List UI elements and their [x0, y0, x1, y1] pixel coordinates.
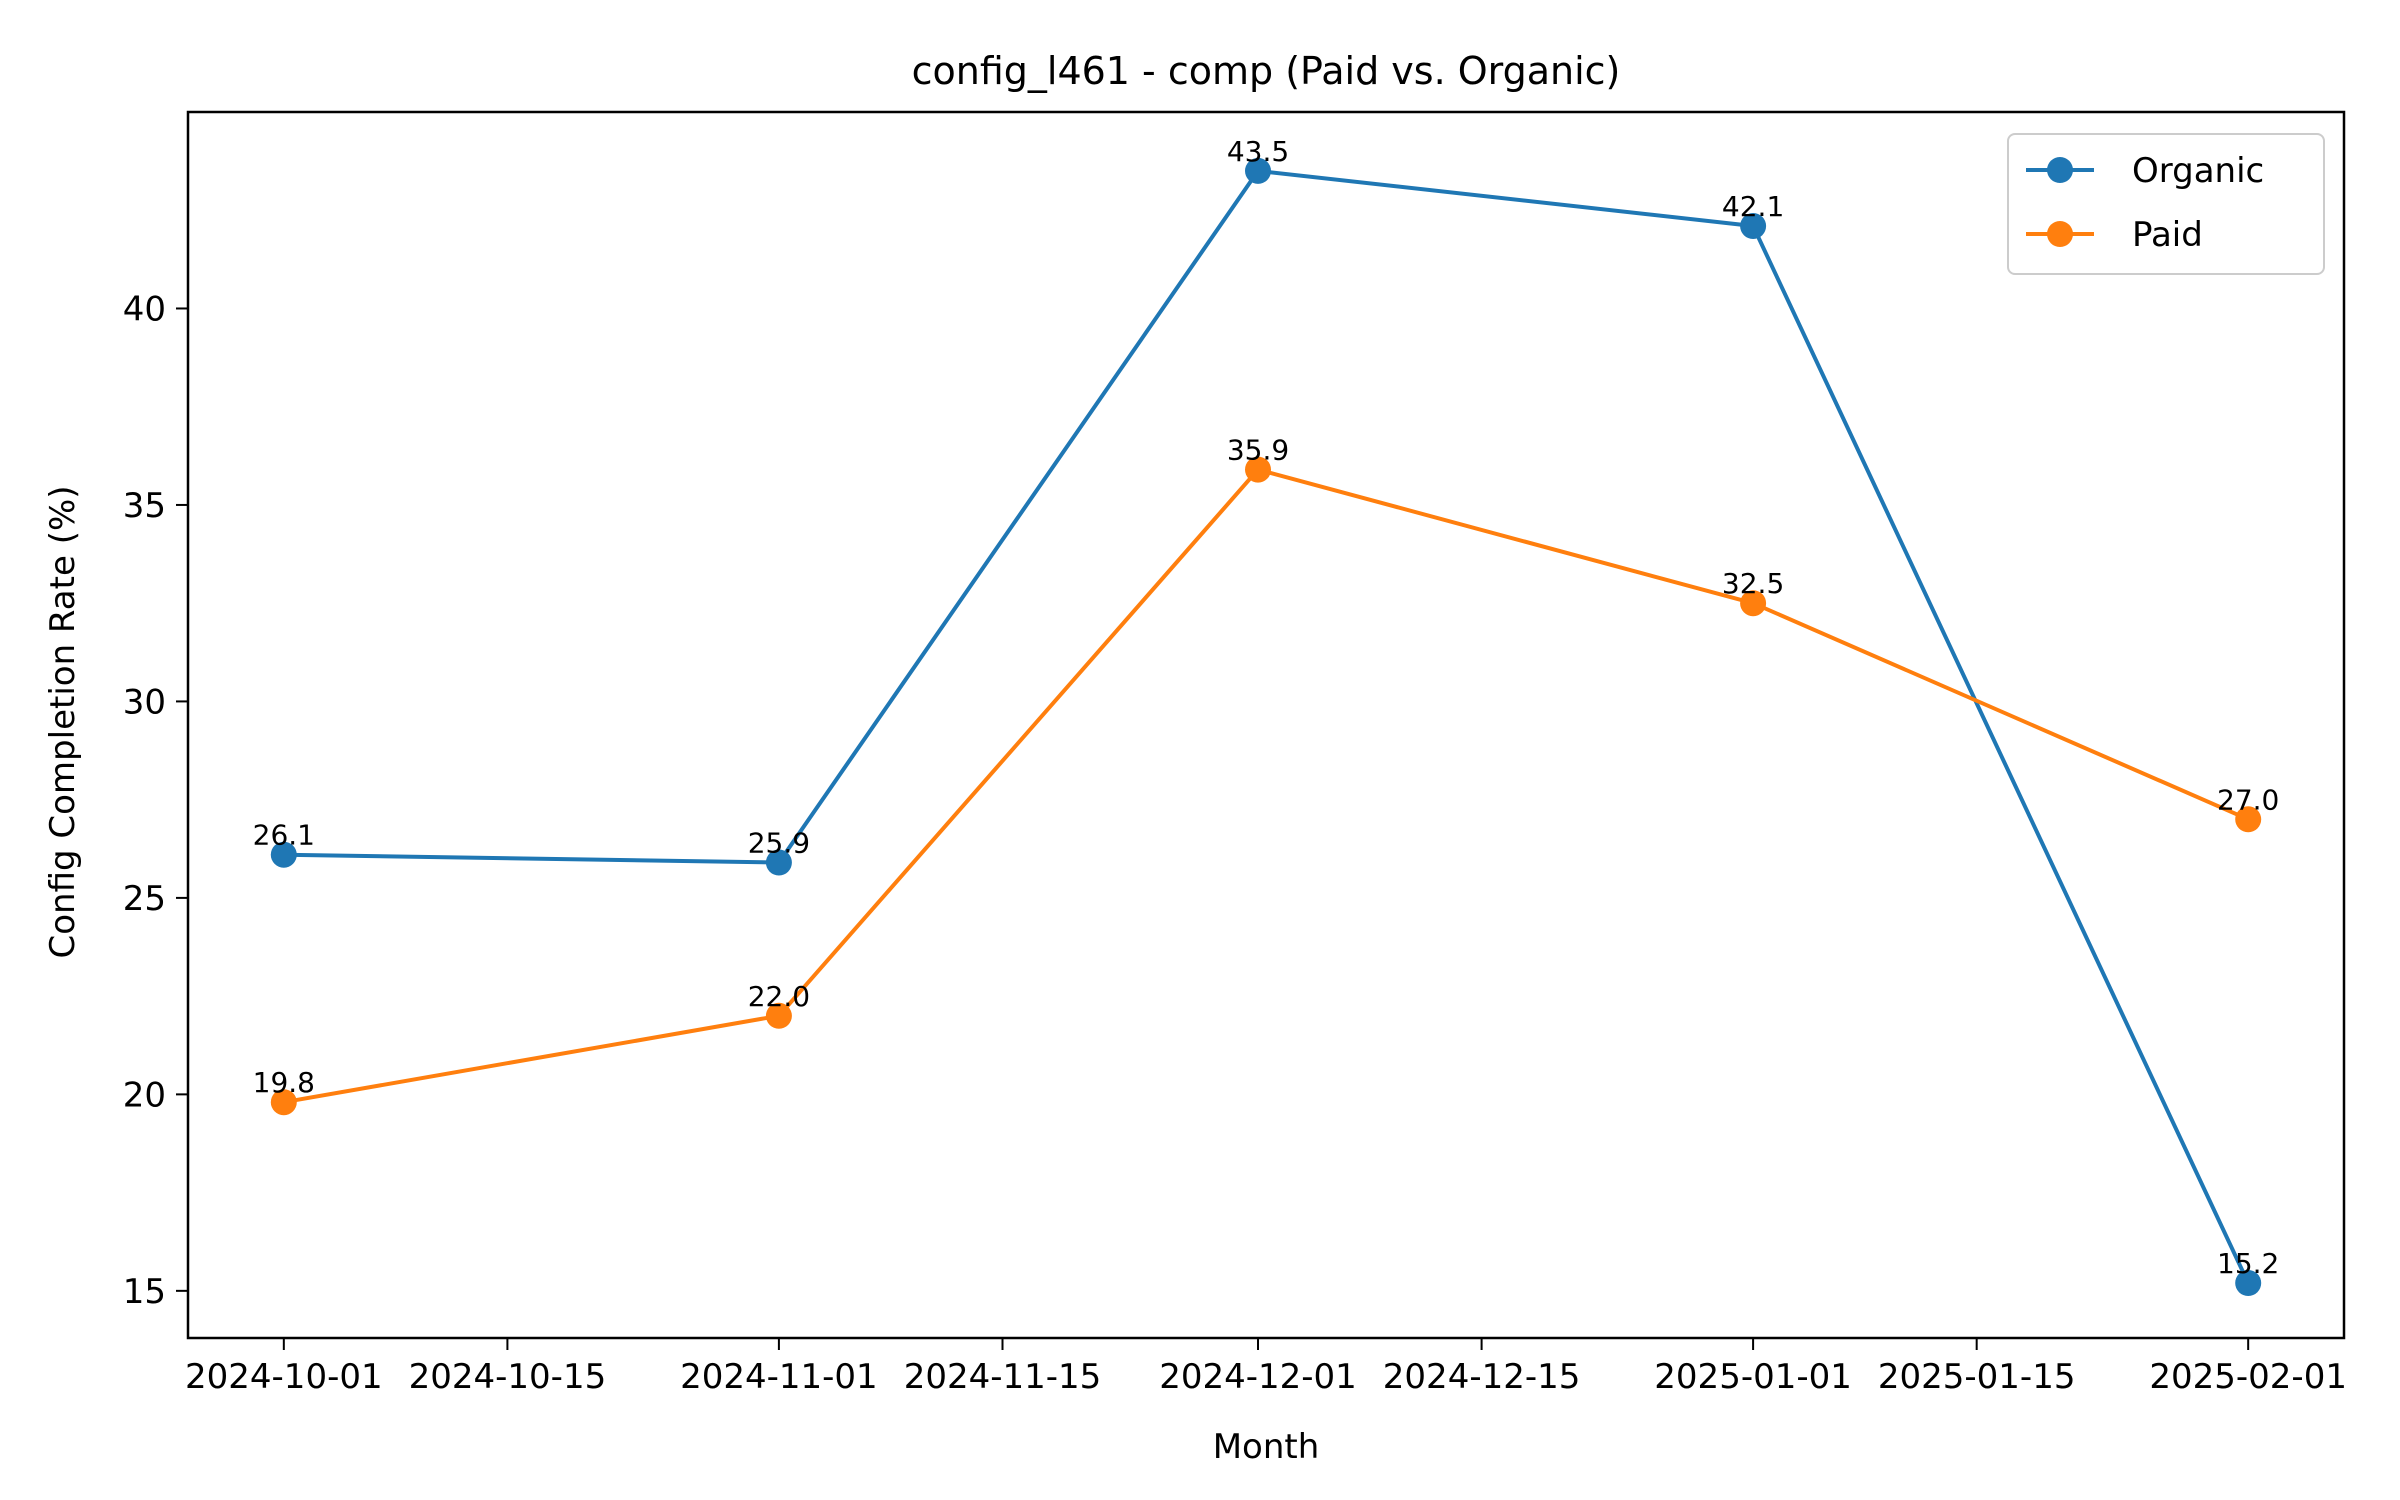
series-line-paid — [283, 467, 2250, 1105]
y-tick-label: 40 — [123, 289, 166, 329]
x-tick-label: 2024-11-01 — [680, 1357, 878, 1397]
x-tick-label: 2024-11-15 — [904, 1357, 1102, 1397]
data-label-organic: 26.1 — [253, 819, 315, 852]
data-point-paid — [2235, 806, 2262, 833]
x-tick-label: 2025-01-15 — [1878, 1357, 2076, 1397]
x-tick-label: 2024-10-15 — [409, 1357, 607, 1397]
y-tick-label: 35 — [123, 486, 166, 526]
data-label-organic: 25.9 — [748, 827, 810, 860]
data-point-organic — [1740, 213, 1767, 239]
data-label-organic: 15.2 — [2217, 1247, 2279, 1280]
legend: Organic Paid — [2007, 133, 2325, 275]
x-axis-label: Month — [1213, 1427, 1320, 1467]
legend-swatch-marker — [2047, 221, 2073, 247]
series-line-organic — [283, 168, 2251, 1284]
x-tick-label: 2024-12-15 — [1383, 1357, 1581, 1397]
data-point-organic — [270, 841, 297, 868]
x-tick-label: 2025-01-01 — [1654, 1357, 1852, 1397]
data-label-paid: 35.9 — [1227, 434, 1289, 467]
y-tick-label: 30 — [123, 682, 166, 722]
data-point-paid — [1740, 590, 1767, 617]
data-label-paid: 32.5 — [1722, 567, 1784, 600]
data-point-organic — [765, 849, 792, 876]
data-point-organic — [2235, 1270, 2262, 1296]
data-label-organic: 43.5 — [1227, 135, 1289, 168]
data-point-organic — [1245, 157, 1271, 184]
data-point-paid — [765, 1002, 792, 1029]
y-tick-label: 15 — [123, 1272, 166, 1312]
y-tick-label: 25 — [123, 879, 166, 919]
plot-frame — [186, 110, 2346, 1340]
x-tick-label: 2024-12-01 — [1159, 1357, 1357, 1397]
data-label-organic: 42.1 — [1722, 190, 1784, 223]
data-point-paid — [1245, 456, 1271, 483]
legend-label-paid: Paid — [2132, 215, 2203, 255]
data-point-paid — [270, 1089, 297, 1116]
legend-label-organic: Organic — [2132, 151, 2264, 191]
legend-swatch-marker — [2047, 157, 2073, 183]
data-label-paid: 22.0 — [748, 980, 810, 1013]
y-axis-label: Config Completion Rate (%) — [43, 485, 83, 958]
y-tick-label: 20 — [123, 1075, 166, 1115]
plot-area: 26.1 25.9 43.5 42.1 15.2 19.8 22.0 35.9 32.5 27.0 — [253, 135, 2279, 1296]
x-tick-label: 2024-10-01 — [185, 1357, 383, 1397]
axes: 2024-10-01 2024-10-15 2024-11-01 2024-11-15… — [123, 110, 2347, 1397]
data-label-paid: 19.8 — [253, 1066, 315, 1099]
data-label-paid: 27.0 — [2217, 783, 2279, 816]
chart-title: config_l461 - comp (Paid vs. Organic) — [912, 49, 1621, 93]
x-tick-label: 2025-02-01 — [2149, 1357, 2347, 1397]
